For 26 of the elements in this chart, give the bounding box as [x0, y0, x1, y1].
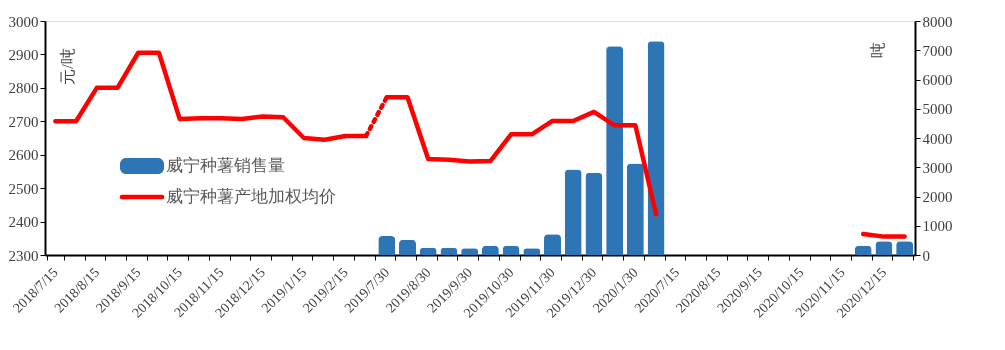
y-tick-label: 2300: [8, 247, 39, 264]
bar: [585, 172, 603, 255]
legend-label: 威宁种薯销售量: [166, 156, 285, 175]
y2-tick-label: 4000: [922, 130, 953, 147]
bar: [626, 163, 644, 255]
y-axis-title: 元/吨: [58, 48, 76, 85]
y-tick-label: 2600: [8, 147, 39, 164]
y2-tick-label: 6000: [922, 72, 953, 88]
bar: [378, 235, 396, 255]
bar: [606, 46, 624, 255]
y2-tick-label: 2000: [922, 189, 953, 205]
y-tick-label: 2900: [8, 46, 39, 63]
y-tick-label: 3000: [8, 13, 39, 30]
bar: [564, 169, 582, 255]
y-tick-label: 2700: [8, 113, 39, 130]
y2-tick-label: 3000: [922, 159, 953, 176]
y2-tick-label: 1000: [922, 218, 953, 235]
y-tick-label: 2500: [8, 180, 39, 197]
y2-axis-title: 吨: [868, 41, 886, 58]
y2-tick-label: 5000: [922, 101, 953, 118]
legend-label: 威宁种薯产地加权均价: [166, 187, 336, 206]
y-tick-label: 2800: [8, 80, 39, 97]
y2-tick-label: 0: [922, 247, 930, 264]
y2-tick-label: 7000: [922, 42, 953, 59]
y-tick-label: 2400: [8, 214, 39, 231]
y2-tick-label: 8000: [922, 13, 953, 30]
